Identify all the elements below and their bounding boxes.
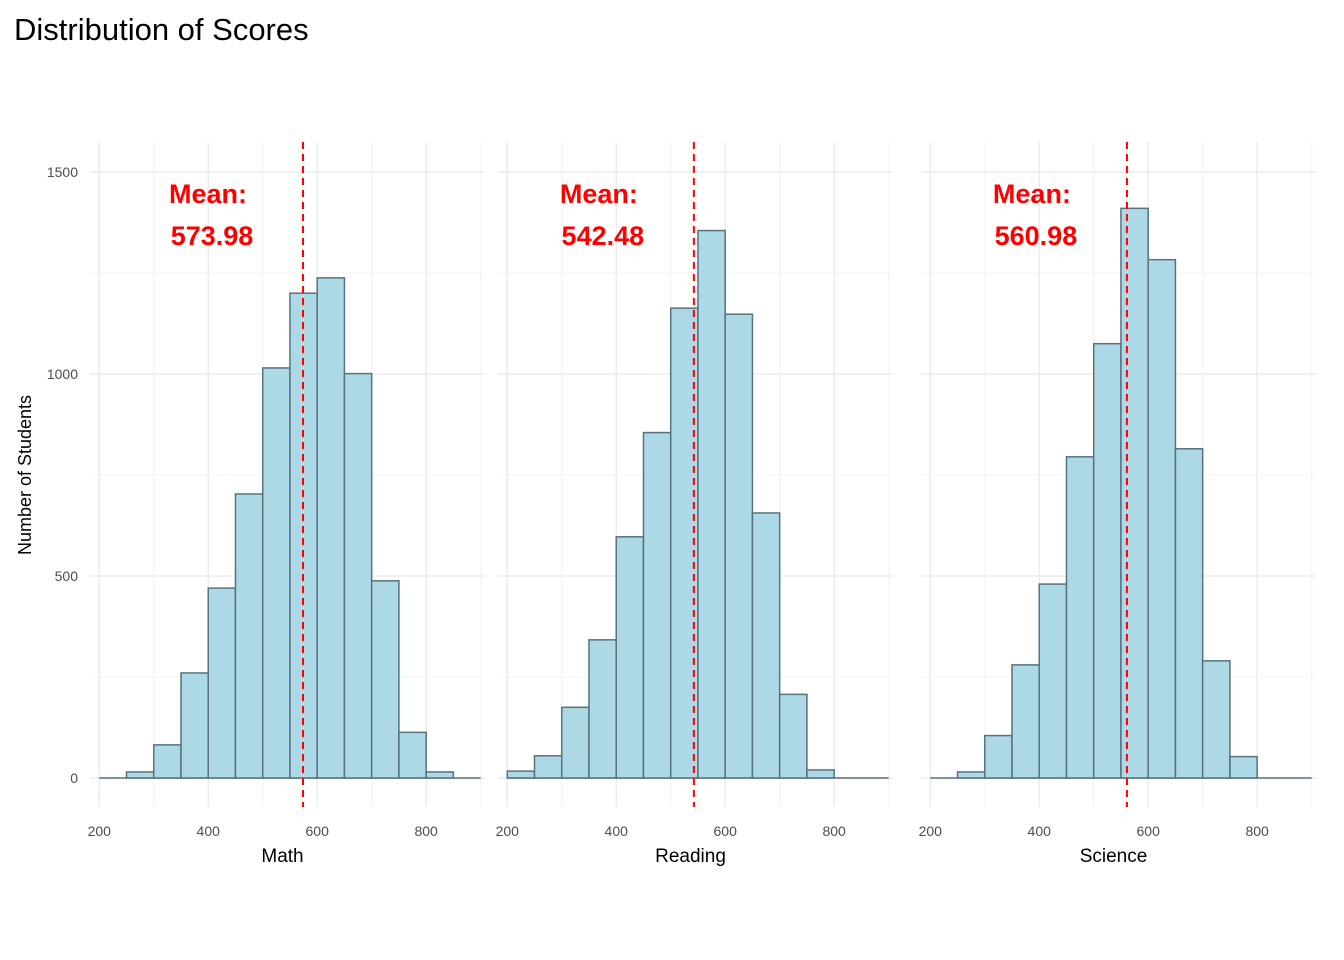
- histogram-bar: [506, 770, 536, 779]
- histogram-bar: [724, 313, 754, 779]
- y-tick-label: 1000: [47, 366, 78, 382]
- histogram-bar: [152, 744, 182, 779]
- histogram-bar: [560, 706, 590, 779]
- y-tick-label: 500: [55, 568, 79, 584]
- x-tick-label: 600: [306, 823, 330, 839]
- x-tick-label: 200: [919, 823, 943, 839]
- histogram-bar: [289, 292, 318, 779]
- x-axis-label: Science: [1080, 846, 1148, 867]
- mean-annotation-label: Mean:: [169, 179, 247, 209]
- histogram-bar: [234, 493, 264, 779]
- histogram-bar: [125, 771, 155, 779]
- y-tick-label: 1500: [47, 164, 78, 180]
- histogram-bar: [1065, 456, 1095, 779]
- mean-annotation-value: 542.48: [562, 221, 645, 251]
- histogram-bar: [180, 672, 209, 779]
- panel-reading: Mean: 542.48 200 400 600 800 Reading: [496, 142, 893, 867]
- x-tick-label: 600: [714, 823, 738, 839]
- histogram-bar: [697, 229, 726, 779]
- mean-annotation-value: 573.98: [171, 221, 254, 251]
- histogram-bar: [983, 734, 1013, 779]
- histogram-bar: [956, 771, 986, 779]
- histogram-bar: [1092, 342, 1122, 779]
- histogram-bar: [1229, 755, 1258, 779]
- mean-annotation-value: 560.98: [995, 221, 1078, 251]
- x-tick-label: 600: [1137, 823, 1161, 839]
- histogram-bar: [1038, 583, 1068, 779]
- histogram-bar: [588, 639, 617, 779]
- histogram-bar: [778, 693, 808, 779]
- histogram-bar: [398, 731, 427, 779]
- histogram-bar: [615, 536, 645, 779]
- histogram-bar: [425, 771, 455, 779]
- histogram-bar: [370, 580, 400, 779]
- histogram-bar: [207, 587, 237, 779]
- panel-math: Mean: 573.98 200 400 600 800 Math: [88, 142, 485, 867]
- x-tick-label: 400: [605, 823, 629, 839]
- x-tick-label: 400: [1028, 823, 1052, 839]
- x-tick-label: 200: [496, 823, 520, 839]
- panel-science: Mean: 560.98 200 400 600 800 Science: [919, 142, 1316, 867]
- histogram-bar: [1011, 664, 1040, 779]
- histogram-bar: [1201, 660, 1231, 779]
- x-tick-label: 400: [197, 823, 221, 839]
- histogram-bar: [316, 277, 346, 779]
- histogram-bar: [806, 769, 835, 779]
- y-axis-label: Number of Students: [15, 395, 35, 555]
- histogram-bar: [343, 372, 373, 779]
- x-tick-label: 800: [1245, 823, 1269, 839]
- x-tick-label: 800: [414, 823, 438, 839]
- histogram-bar: [751, 512, 781, 779]
- histogram-bar: [533, 755, 563, 779]
- x-tick-label: 200: [88, 823, 112, 839]
- y-tick-label: 0: [70, 770, 78, 786]
- chart-title: Distribution of Scores: [14, 12, 309, 47]
- histogram-bar: [261, 367, 291, 779]
- x-axis-label: Math: [261, 846, 303, 867]
- histogram-bar: [1147, 258, 1177, 779]
- x-tick-label: 800: [822, 823, 846, 839]
- histogram-bar: [1174, 447, 1204, 779]
- mean-annotation-label: Mean:: [560, 179, 638, 209]
- mean-annotation-label: Mean:: [993, 179, 1071, 209]
- histogram-bar: [642, 431, 672, 779]
- histogram-bar: [1120, 207, 1149, 779]
- x-axis-label: Reading: [655, 846, 726, 867]
